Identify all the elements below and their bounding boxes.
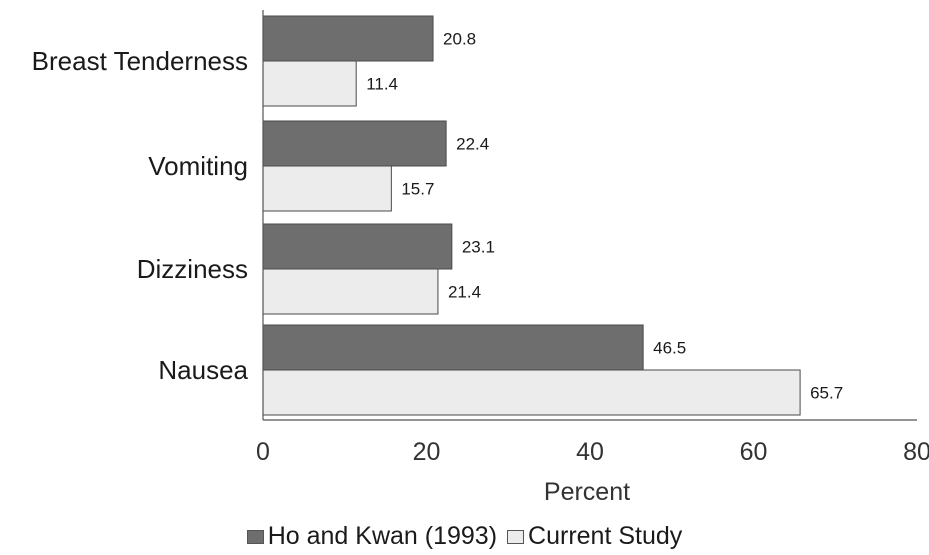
value-label-breast-tenderness-series-1: 20.8 bbox=[443, 30, 476, 49]
bar-vomiting-series-2 bbox=[263, 166, 391, 211]
legend-label-series-2: Current Study bbox=[528, 522, 682, 551]
category-label-nausea: Nausea bbox=[158, 355, 248, 385]
value-label-breast-tenderness-series-2: 11.4 bbox=[366, 75, 398, 94]
bar-breast-tenderness-series-2 bbox=[263, 61, 356, 106]
bar-dizziness-series-2 bbox=[263, 269, 438, 314]
bar-chart: 20.8 11.4 Breast Tenderness 22.4 15.7 Vomitin… bbox=[0, 0, 929, 520]
x-tick-label-80: 80 bbox=[903, 438, 929, 466]
x-tick-label-40: 40 bbox=[576, 438, 604, 466]
value-label-nausea-series-1: 46.5 bbox=[653, 339, 686, 358]
value-label-vomiting-series-2: 15.7 bbox=[401, 180, 434, 199]
legend: Ho and Kwan (1993) Current Study bbox=[0, 522, 929, 551]
legend-swatch-series-1 bbox=[247, 530, 264, 544]
value-label-dizziness-series-2: 21.4 bbox=[448, 283, 481, 302]
bar-dizziness-series-1 bbox=[263, 224, 452, 269]
bar-breast-tenderness-series-1 bbox=[263, 16, 433, 61]
category-label-vomiting: Vomiting bbox=[148, 151, 248, 181]
value-label-dizziness-series-1: 23.1 bbox=[462, 238, 495, 257]
value-label-vomiting-series-1: 22.4 bbox=[456, 135, 489, 154]
x-tick-label-0: 0 bbox=[256, 438, 270, 466]
x-tick-label-20: 20 bbox=[413, 438, 441, 466]
bars-layer bbox=[263, 16, 800, 415]
category-label-breast-tenderness: Breast Tenderness bbox=[32, 46, 248, 76]
x-tick-label-60: 60 bbox=[740, 438, 768, 466]
category-label-dizziness: Dizziness bbox=[137, 254, 248, 284]
bar-nausea-series-1 bbox=[263, 325, 643, 370]
value-label-nausea-series-2: 65.7 bbox=[810, 384, 843, 403]
legend-swatch-series-2 bbox=[507, 530, 524, 544]
x-axis-title: Percent bbox=[544, 478, 630, 506]
legend-label-series-1: Ho and Kwan (1993) bbox=[268, 522, 497, 551]
bar-nausea-series-2 bbox=[263, 370, 800, 415]
legend-item-series-1: Ho and Kwan (1993) bbox=[247, 522, 497, 551]
bar-vomiting-series-1 bbox=[263, 121, 446, 166]
legend-item-series-2: Current Study bbox=[507, 522, 682, 551]
